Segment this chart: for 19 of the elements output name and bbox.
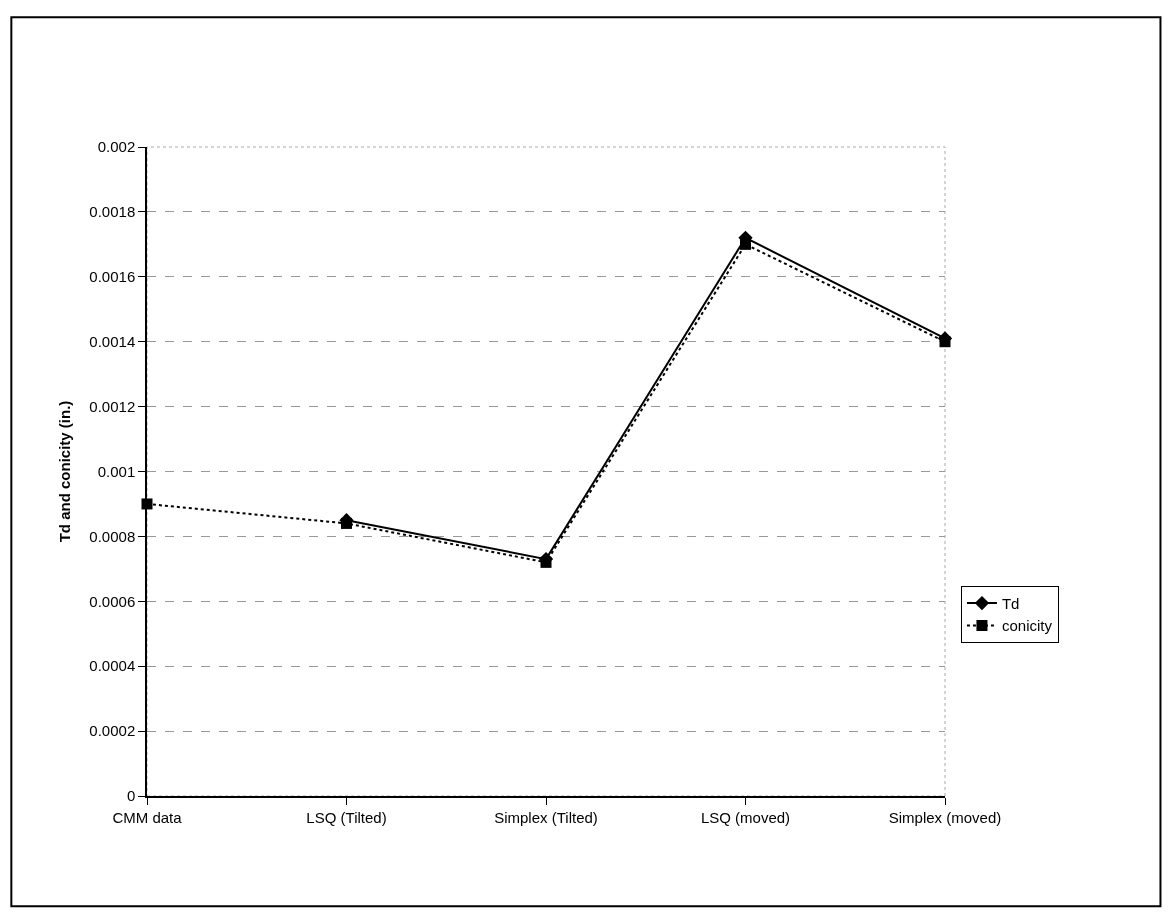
y-tick-label: 0.0004 — [89, 657, 136, 675]
legend-label: Td — [1001, 594, 1020, 612]
y-tick-label: 0.0016 — [89, 268, 136, 286]
y-tick-label: 0 — [126, 787, 136, 805]
x-tick-label: LSQ (Tilted) — [306, 808, 387, 826]
y-tick-label: 0.002 — [97, 138, 136, 156]
y-tick-label: 0.0018 — [89, 203, 136, 221]
y-tick-label: 0.0008 — [89, 527, 136, 545]
y-tick-label: 0.0006 — [89, 592, 136, 610]
y-tick-label: 0.0014 — [89, 332, 136, 350]
x-tick-label: Simplex (moved) — [888, 808, 1002, 826]
x-tick-label: CMM data — [112, 808, 183, 826]
x-tick-label: LSQ (moved) — [700, 808, 791, 826]
y-tick-label: 0.0002 — [89, 722, 136, 740]
x-tick-label: Simplex (Tilted) — [494, 808, 598, 826]
y-tick-label: 0.0012 — [89, 397, 136, 415]
legend-label: conicity — [1001, 617, 1053, 635]
y-axis-title: Td and conicity (in.) — [56, 400, 74, 543]
y-tick-label: 0.001 — [97, 462, 136, 480]
